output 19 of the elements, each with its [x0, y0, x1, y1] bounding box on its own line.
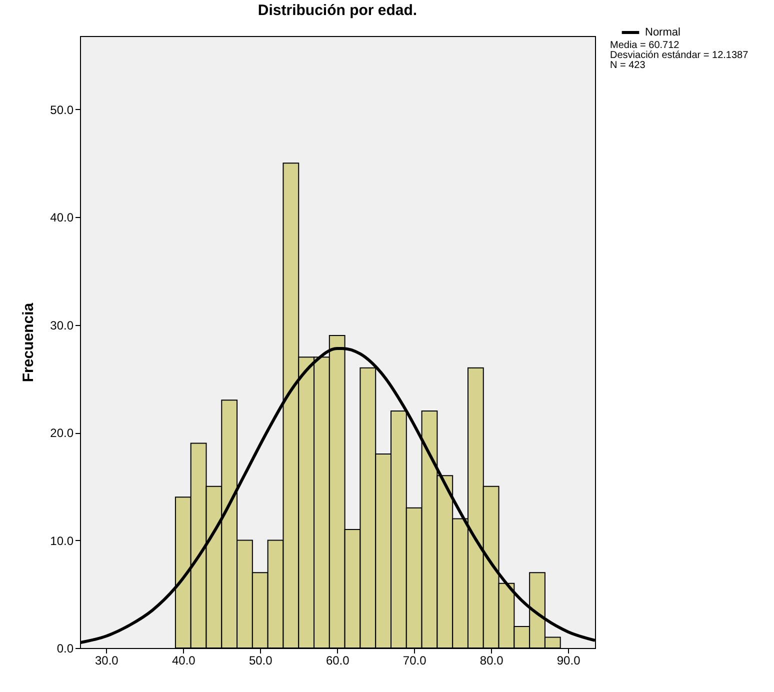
y-tick-label: 20.0 [50, 426, 74, 440]
x-tick-label: 70.0 [402, 654, 427, 668]
x-tick-label: 40.0 [172, 654, 196, 668]
text: Desviación estándar = 12.1387 [610, 50, 749, 61]
y-tick-label: 50.0 [50, 102, 74, 117]
legend-label: Normal [645, 26, 680, 38]
x-tick-label: 60.0 [326, 654, 350, 668]
y-tick-label: 10.0 [50, 534, 74, 548]
y-axis-title: Frecuencia [20, 302, 38, 382]
x-tick-label: 90.0 [556, 654, 581, 668]
text: N = 423 [610, 60, 646, 71]
x-tick-label: 50.0 [248, 654, 273, 668]
y-tick-label: 0.0 [56, 642, 74, 656]
x-tick-label: 30.0 [94, 654, 119, 668]
y-tick-label: 40.0 [50, 210, 74, 225]
x-tick-label: 80.0 [480, 654, 504, 668]
chart-title: Distribución por edad. [258, 2, 418, 19]
y-tick-label: 30.0 [50, 318, 74, 332]
text: Media = 60.712 [610, 40, 680, 51]
